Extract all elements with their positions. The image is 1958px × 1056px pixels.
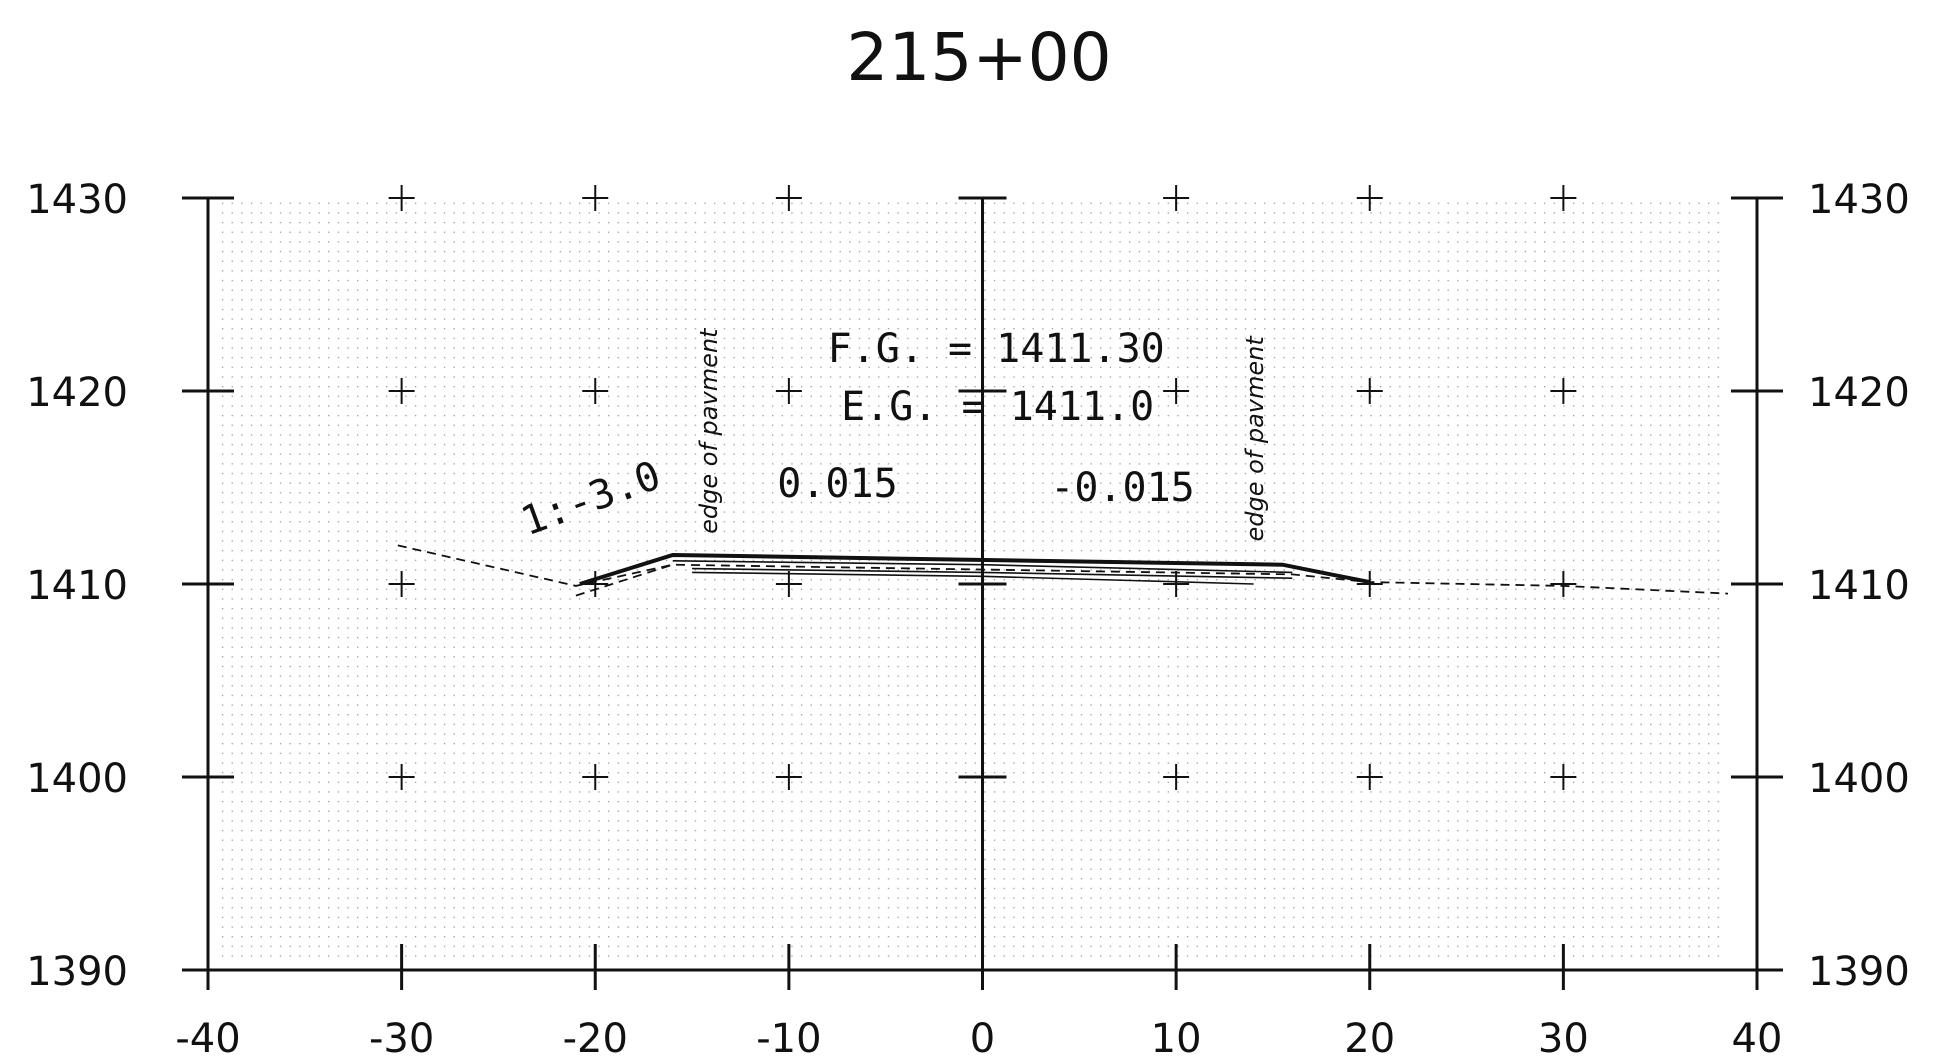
profile-line-solid: [692, 571, 1254, 585]
grid-cross: [388, 764, 415, 790]
annotation-label: 0.015: [777, 461, 897, 507]
grid-cross: [775, 571, 802, 597]
dotted-grid-area: [220, 198, 1723, 962]
edge-of-pavement-label: edge of pavment: [1241, 335, 1269, 542]
grid-cross: [1550, 185, 1577, 211]
y-tick-label-right: 1390: [1808, 949, 1910, 995]
x-tick-label: 40: [1732, 1016, 1783, 1056]
x-tick-label: -30: [369, 1016, 434, 1056]
grid-cross: [1356, 571, 1383, 597]
grid-cross: [388, 571, 415, 597]
grid-cross: [582, 185, 609, 211]
x-tick-label: 10: [1151, 1016, 1202, 1056]
grid-cross: [388, 185, 415, 211]
tick-labels: 1430 1420 1410 1400 1390 1430 1420 1410 1400 1390…: [26, 177, 1910, 1056]
grid-cross: [1163, 764, 1190, 790]
y-tick-label-left: 1390: [26, 949, 128, 995]
y-tick-label-right: 1400: [1808, 756, 1910, 802]
x-tick-label: 30: [1538, 1016, 1589, 1056]
annotation-label: -0.015: [1050, 465, 1195, 511]
grid-crosses: [388, 185, 1577, 790]
grid-cross: [1550, 764, 1577, 790]
profile-line-solid: [672, 560, 1293, 574]
y-tick-label-left: 1420: [26, 370, 128, 416]
y-tick-label-left: 1400: [26, 756, 128, 802]
y-tick-label-left: 1410: [26, 563, 128, 609]
y-tick-label-right: 1420: [1808, 370, 1910, 416]
chart-title: 215+00: [846, 19, 1111, 96]
grid-cross: [1550, 571, 1577, 597]
grid-cross: [388, 378, 415, 404]
grid-cross: [1356, 185, 1383, 211]
y-tick-label-left: 1430: [26, 177, 128, 223]
x-tick-label: -40: [175, 1016, 240, 1056]
grid-cross: [582, 571, 609, 597]
grid-cross: [582, 378, 609, 404]
profile-line-dashed: [397, 544, 1729, 595]
x-tick-label: 0: [970, 1016, 995, 1056]
profile-line-solid-heavy: [579, 552, 1371, 586]
axes: [182, 196, 1783, 990]
grid-cross: [582, 764, 609, 790]
x-tick-label: 20: [1344, 1016, 1395, 1056]
profile-lines: [397, 544, 1729, 597]
grid-cross: [1356, 764, 1383, 790]
grid-cross: [775, 378, 802, 404]
grid-cross: [1163, 185, 1190, 211]
annotation-label: F.G. = 1411.30: [828, 326, 1165, 372]
grid-cross: [1356, 378, 1383, 404]
x-tick-label: -10: [756, 1016, 821, 1056]
profile-line-solid: [692, 567, 1293, 579]
y-tick-label-right: 1430: [1808, 177, 1910, 223]
grid-cross: [775, 764, 802, 790]
grid-cross: [1550, 378, 1577, 404]
profile-line-dashed: [575, 563, 673, 597]
grid-cross: [775, 185, 802, 211]
x-tick-label: -20: [563, 1016, 628, 1056]
grid-cross: [1163, 378, 1190, 404]
y-tick-label-right: 1410: [1808, 563, 1910, 609]
edge-of-pavement-label: edge of pavment: [695, 327, 723, 534]
annotations: F.G. = 1411.30E.G. = 1411.01:-3.0 0.015 -0…: [515, 326, 1269, 545]
annotation-label: E.G. = 1411.0: [841, 384, 1154, 430]
